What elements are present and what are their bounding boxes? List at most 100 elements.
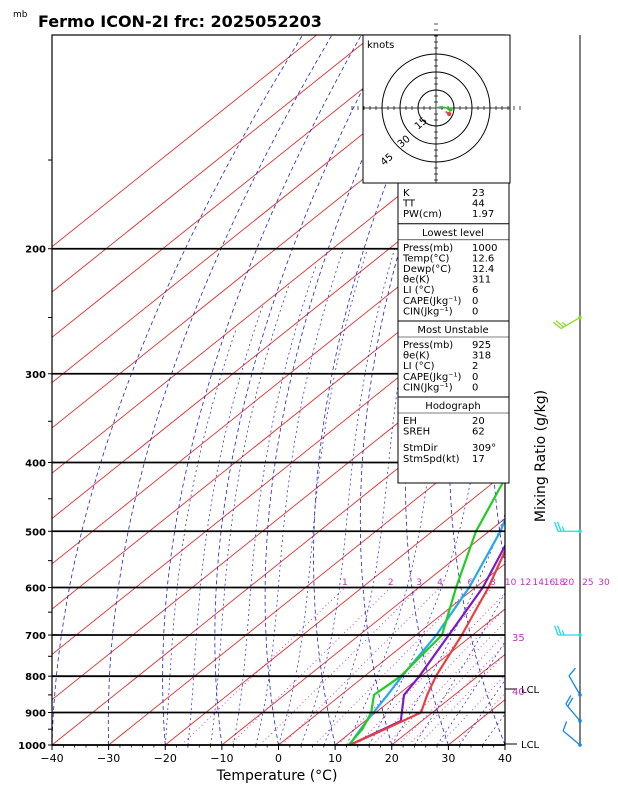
mixing-ratio-line	[438, 674, 505, 745]
hodograph-unit: knots	[367, 40, 394, 51]
lowest-level-row-label: Temp(°C)	[402, 253, 450, 264]
y-tick-label: 200	[25, 245, 46, 256]
most-unstable-row-value: 0	[472, 382, 478, 393]
x-axis-label: Temperature (°C)	[216, 768, 338, 784]
moist-adiabat-line	[504, 744, 505, 745]
wind-barb-dot	[578, 315, 582, 320]
index-top-row-value: 23	[472, 188, 485, 199]
moist-adiabat-line	[164, 329, 237, 745]
isotherm-line	[52, 200, 505, 565]
wind-barb-dot	[578, 529, 582, 534]
mixing-ratio-line	[229, 587, 392, 745]
lowest-level-row-value: 1000	[472, 243, 497, 254]
dry-adiabat-line	[611, 35, 618, 745]
mixing-ratio-line	[337, 587, 494, 745]
moist-adiabat-line	[278, 248, 368, 745]
hodograph-grid	[351, 23, 521, 193]
wind-barb-shaft	[562, 730, 581, 746]
dry-adiabat-line	[573, 35, 618, 745]
hodograph-end-marker	[448, 107, 453, 112]
index-panel: K 23 TT 44 PW(cm) 1.97 Lowest level Press(mb) 10…	[397, 182, 510, 484]
mixing-ratio-label: 10	[505, 578, 517, 588]
dry-adiabat-line	[52, 35, 303, 745]
y-tick-label: 1000	[18, 741, 46, 752]
mixing-ratio-line	[456, 692, 505, 745]
hodograph-stats-row-label: SREH	[403, 427, 430, 438]
mixing-ratio-label: 14	[533, 578, 545, 588]
dry-adiabat-line	[264, 35, 421, 745]
index-panel-frame	[397, 182, 510, 484]
dry-adiabat-line	[162, 35, 362, 745]
wind-barb-flag	[553, 625, 559, 636]
dry-adiabat-line	[405, 40, 505, 745]
isotherm-line	[562, 35, 618, 745]
wind-barb-flag	[565, 695, 572, 705]
wind-barb-flag	[552, 321, 562, 330]
lowest-level-row-label: CIN(Jkg⁻¹)	[403, 306, 453, 317]
storm-motion-marker	[447, 111, 452, 117]
wind-barb-flag	[561, 526, 565, 532]
lowest-level-row-label: Dewp(°C)	[403, 264, 451, 275]
wind-barb-dot	[578, 743, 582, 747]
mixing-ratio-label: 18	[554, 578, 566, 588]
y-tick-label: 700	[25, 631, 46, 642]
lcl-label-lower: LCL	[521, 740, 540, 751]
isotherm-line	[221, 517, 505, 745]
wind-barb-dot	[578, 633, 582, 637]
hodograph-trace	[435, 106, 453, 117]
x-tick-label: −40	[40, 752, 63, 765]
index-top-row-label: TT	[402, 199, 416, 210]
isotherm-line	[52, 291, 505, 655]
moist-adiabat-line	[210, 284, 290, 745]
pressure-unit: mb	[13, 10, 28, 20]
mixing-ratio-label: 3	[416, 578, 422, 588]
storm-row-label: StmDir	[403, 443, 438, 454]
moist-adiabat-line	[232, 263, 317, 745]
hodograph-stats-row-value: 62	[472, 427, 485, 438]
y-tick-label: 900	[25, 709, 46, 720]
lowest-level-row-value: 6	[472, 285, 478, 296]
isotherm-line	[52, 35, 431, 338]
right-number-35: 35	[512, 633, 525, 644]
hodograph-stats-row-value: 20	[472, 416, 485, 427]
wind-barb-shaft	[568, 675, 581, 696]
mixing-ratio-label: 25	[582, 578, 593, 588]
most-unstable-row-value: 2	[472, 361, 478, 372]
index-top-row-label: K	[403, 188, 410, 199]
most-unstable-row-label: CAPE(Jkg⁻¹)	[403, 372, 461, 383]
hodograph-stats-header: Hodograph	[425, 401, 480, 412]
moist-adiabat-line	[391, 513, 505, 745]
dry-adiabat-line	[313, 35, 450, 745]
mixing-ratio-label: 8	[490, 578, 496, 588]
isotherm-line	[52, 35, 487, 384]
lowest-level-row-label: LI (°C)	[403, 285, 435, 296]
dry-adiabat-line	[359, 35, 479, 745]
mixing-ratio-line	[418, 653, 505, 745]
storm-row-value: 309°	[472, 443, 496, 454]
lowest-level-row-value: 311	[472, 275, 491, 286]
index-top-row-label: PW(cm)	[403, 209, 442, 220]
isotherm-line	[108, 427, 505, 745]
index-top-row-value: 1.97	[472, 209, 494, 220]
mixing-ratio-label: 4	[437, 578, 443, 588]
lcl-label-upper: LCL	[521, 685, 540, 696]
isotherm-line	[164, 472, 505, 745]
mixing-ratio-line	[372, 607, 505, 745]
most-unstable-row-label: LI (°C)	[403, 361, 435, 372]
x-tick-label: −20	[154, 752, 177, 765]
mixing-ratio-line	[385, 621, 505, 745]
most-unstable-row-label: θe(K)	[403, 351, 430, 362]
wind-barb-flag	[556, 521, 562, 532]
most-unstable-row-label: Press(mb)	[403, 340, 453, 351]
lowest-level-row-value: 12.6	[472, 253, 494, 264]
wind-barb-dot	[578, 693, 582, 697]
y-tick-label: 800	[25, 672, 46, 683]
mixing-ratio-line	[313, 587, 471, 745]
x-tick-label: 20	[385, 752, 399, 765]
most-unstable-row-value: 925	[472, 340, 491, 351]
mixing-ratio-label: 30	[598, 578, 610, 588]
wind-barb-flag	[555, 320, 564, 328]
wind-barb-flag	[556, 625, 562, 636]
mixing-ratio-line	[397, 633, 505, 745]
